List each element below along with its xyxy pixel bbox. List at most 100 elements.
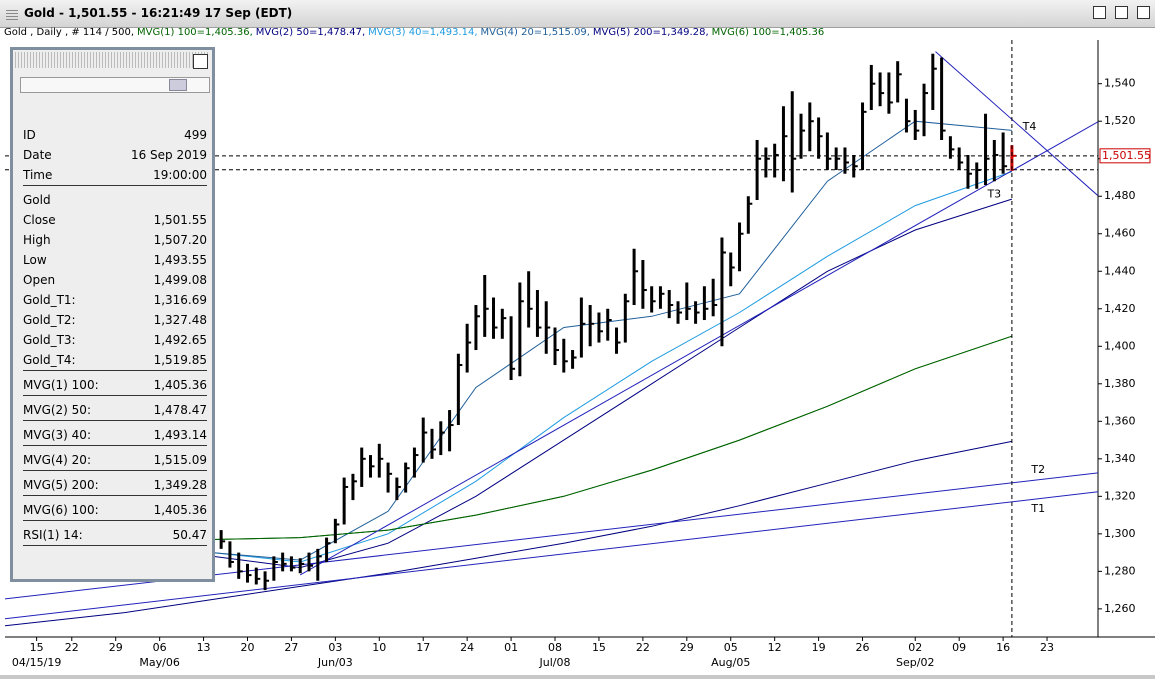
x-tick-label: 02 — [908, 641, 922, 654]
row-label: High — [23, 233, 51, 247]
y-tick-label: 1,380 — [1104, 377, 1136, 390]
moving-average — [212, 171, 1013, 563]
panel-group: RSI(1) 14: 50.47 — [23, 525, 207, 546]
x-tick-label: 29 — [109, 641, 123, 654]
row-value: 1,519.85 — [153, 353, 207, 367]
row-value: 1,349.28 — [153, 478, 207, 492]
moving-average — [212, 120, 1012, 561]
window-title: Gold - 1,501.55 - 16:21:49 17 Sep (EDT) — [24, 6, 293, 20]
moving-average — [212, 335, 1013, 540]
close-button[interactable] — [1137, 6, 1150, 19]
row-value: 1,493.14 — [153, 428, 207, 442]
row-value: 1,507.20 — [153, 233, 207, 247]
x-tick-label: 09 — [952, 641, 966, 654]
info-panel: ID 499 Date 16 Sep 2019 Time 19:00:00 Gold Clos… — [10, 47, 215, 582]
panel-row: Gold — [23, 190, 207, 210]
trendline-label: T2 — [1030, 463, 1045, 476]
trendline — [5, 491, 1098, 620]
row-label: MVG(2) 50: — [23, 403, 91, 417]
trendline-label: T3 — [986, 188, 1001, 201]
panel-rows: ID 499 Date 16 Sep 2019 Time 19:00:00 Gold Clos… — [23, 125, 207, 550]
row-label: RSI(1) 14: — [23, 528, 83, 542]
x-month-label: Jul/08 — [539, 656, 571, 669]
row-value: 1,327.48 — [153, 313, 207, 327]
row-label: Gold_T3: — [23, 333, 76, 347]
x-tick-label: 16 — [996, 641, 1010, 654]
row-label: MVG(6) 100: — [23, 503, 99, 517]
row-label: Gold_T4: — [23, 353, 76, 367]
y-tick-label: 1,340 — [1104, 452, 1136, 465]
x-tick-label: 22 — [636, 641, 650, 654]
y-tick-label: 1,280 — [1104, 564, 1136, 577]
detach-button[interactable] — [1093, 6, 1106, 19]
row-label: Low — [23, 253, 47, 267]
row-value: 1,493.55 — [153, 253, 207, 267]
panel-row: High 1,507.20 — [23, 230, 207, 250]
row-label: Gold_T1: — [23, 293, 76, 307]
x-month-label: 04/15/19 — [12, 656, 61, 669]
legend-entry: MVG(2) 50=1,478.47, — [255, 27, 366, 38]
x-tick-label: 17 — [416, 641, 430, 654]
x-tick-label: 19 — [812, 641, 826, 654]
panel-group: MVG(6) 100: 1,405.36 — [23, 500, 207, 521]
price-box-label: 1,501.55 — [1102, 149, 1151, 162]
y-tick-label: 1,400 — [1104, 339, 1136, 352]
panel-row: Time 19:00:00 — [23, 165, 207, 185]
panel-group: MVG(3) 40: 1,493.14 — [23, 425, 207, 446]
x-tick-label: 12 — [768, 641, 782, 654]
panel-row: Low 1,493.55 — [23, 250, 207, 270]
row-value: 16 Sep 2019 — [130, 148, 207, 162]
legend-entry: MVG(3) 40=1,493.14, — [368, 27, 478, 38]
price-box — [1099, 148, 1151, 164]
row-label: Open — [23, 273, 56, 287]
x-tick-label: 10 — [372, 641, 386, 654]
x-tick-label: 01 — [504, 641, 518, 654]
row-label: Close — [23, 213, 56, 227]
row-label: Date — [23, 148, 52, 162]
trendline-label: T1 — [1030, 502, 1045, 515]
maximize-button[interactable] — [1115, 6, 1128, 19]
row-value: 1,499.08 — [153, 273, 207, 287]
row-value: 1,405.36 — [153, 503, 207, 517]
panel-row: Gold_T2: 1,327.48 — [23, 310, 207, 330]
y-tick-label: 1,320 — [1104, 489, 1136, 502]
x-tick-label: 23 — [1040, 641, 1054, 654]
y-tick-label: 1,460 — [1104, 227, 1136, 240]
x-month-label: Jun/03 — [317, 656, 353, 669]
row-value: 499 — [184, 128, 207, 142]
row-value: 1,405.36 — [153, 378, 207, 392]
y-tick-label: 1,420 — [1104, 302, 1136, 315]
row-value: 1,478.47 — [153, 403, 207, 417]
y-tick-label: 1,480 — [1104, 189, 1136, 202]
y-tick-label: 1,540 — [1104, 77, 1136, 90]
row-label: Gold_T2: — [23, 313, 76, 327]
row-label: MVG(4) 20: — [23, 453, 91, 467]
panel-row: Gold_T1: 1,316.69 — [23, 290, 207, 310]
grip — [6, 8, 18, 20]
panel-row: Date 16 Sep 2019 — [23, 145, 207, 165]
x-tick-label: 15 — [30, 641, 44, 654]
x-month-label: Sep/02 — [896, 656, 934, 669]
x-tick-label: 29 — [680, 641, 694, 654]
panel-row: Gold_T4: 1,519.85 — [23, 350, 207, 370]
moving-average — [212, 198, 1013, 569]
panel-header — [15, 52, 210, 68]
x-month-label: May/06 — [139, 656, 179, 669]
panel-close[interactable] — [193, 54, 208, 69]
panel-group: MVG(1) 100: 1,405.36 — [23, 375, 207, 396]
moving-average — [212, 335, 1013, 540]
legend-entry: MVG(4) 20=1,515.09, — [480, 27, 590, 38]
panel-row: Gold_T3: 1,492.65 — [23, 330, 207, 350]
panel-row: MVG(3) 40: 1,493.14 — [23, 425, 207, 445]
bottom-border — [0, 675, 1155, 679]
legend-title: Gold , Daily , # 114 / 500, — [4, 27, 135, 38]
row-label: Gold — [23, 193, 51, 207]
panel-row: MVG(1) 100: 1,405.36 — [23, 375, 207, 395]
x-tick-label: 13 — [197, 641, 211, 654]
panel-scrollbar[interactable] — [20, 77, 210, 93]
trendline — [935, 51, 1098, 197]
row-value: 1,515.09 — [153, 453, 207, 467]
scroll-thumb[interactable] — [169, 79, 187, 91]
